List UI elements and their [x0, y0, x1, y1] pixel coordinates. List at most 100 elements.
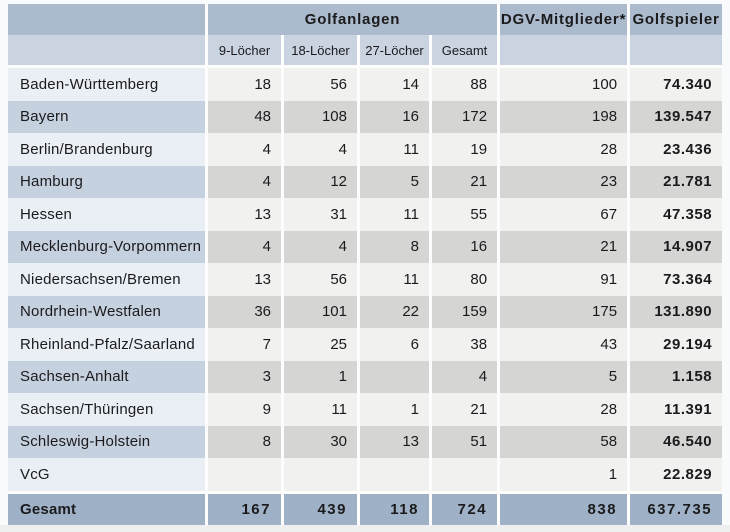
subheader-27-loecher: 27-Löcher: [357, 35, 429, 68]
cell-golfspieler: 22.829: [627, 458, 723, 494]
subheader-empty-golfspieler: [627, 35, 723, 68]
table-row: Sachsen/Thüringen 9 11 1 21 28 11.391: [8, 393, 723, 426]
cell-gesamt: 38: [429, 328, 498, 361]
total-18-loecher: 439: [281, 493, 357, 525]
cell-27-loecher: 1: [357, 393, 429, 426]
cell-9-loecher: 13: [205, 263, 281, 296]
state-label: Sachsen/Thüringen: [8, 393, 205, 426]
cell-27-loecher: 11: [357, 263, 429, 296]
sub-header-row: 9-Löcher 18-Löcher 27-Löcher Gesamt: [8, 35, 723, 68]
subheader-empty-dgv: [497, 35, 628, 68]
cell-27-loecher: 13: [357, 425, 429, 458]
cell-gesamt: 4: [429, 360, 498, 393]
table-row: Nordrhein-Westfalen 36 101 22 159 175 13…: [8, 295, 723, 328]
state-label: Hamburg: [8, 165, 205, 198]
cell-dgv-mitglieder: 91: [497, 263, 628, 296]
bottom-margin-strip: [0, 525, 730, 532]
cell-dgv-mitglieder: 28: [497, 133, 628, 166]
table-row: Bayern 48 108 16 172 198 139.547: [8, 100, 723, 133]
cell-golfspieler: 14.907: [627, 230, 723, 263]
cell-18-loecher: [281, 458, 357, 494]
table-head: Golfanlagen DGV-Mitglieder* Golfspieler …: [8, 4, 723, 68]
cell-gesamt: 21: [429, 393, 498, 426]
subheader-empty-state: [8, 35, 205, 68]
cell-18-loecher: 4: [281, 230, 357, 263]
cell-golfspieler: 47.358: [627, 198, 723, 231]
cell-9-loecher: 8: [205, 425, 281, 458]
cell-dgv-mitglieder: 21: [497, 230, 628, 263]
cell-18-loecher: 30: [281, 425, 357, 458]
cell-gesamt: 19: [429, 133, 498, 166]
cell-18-loecher: 4: [281, 133, 357, 166]
state-label: Baden-Württemberg: [8, 68, 205, 101]
corner-cell-empty: [8, 4, 205, 35]
table-row: Hessen 13 31 11 55 67 47.358: [8, 198, 723, 231]
table-foot: Gesamt 167 439 118 724 838 637.735: [8, 493, 723, 525]
total-label: Gesamt: [8, 493, 205, 525]
state-label: Rheinland-Pfalz/Saarland: [8, 328, 205, 361]
table-row: Schleswig-Holstein 8 30 13 51 58 46.540: [8, 425, 723, 458]
cell-18-loecher: 101: [281, 295, 357, 328]
state-label: Bayern: [8, 100, 205, 133]
total-row: Gesamt 167 439 118 724 838 637.735: [8, 493, 723, 525]
cell-dgv-mitglieder: 100: [497, 68, 628, 101]
cell-27-loecher: 14: [357, 68, 429, 101]
group-header-row: Golfanlagen DGV-Mitglieder* Golfspieler: [8, 4, 723, 35]
total-9-loecher: 167: [205, 493, 281, 525]
cell-27-loecher: 6: [357, 328, 429, 361]
state-label: Hessen: [8, 198, 205, 231]
cell-18-loecher: 108: [281, 100, 357, 133]
cell-gesamt: 16: [429, 230, 498, 263]
subheader-9-loecher: 9-Löcher: [205, 35, 281, 68]
column-group-golfanlagen: Golfanlagen: [205, 4, 498, 35]
state-label: Sachsen-Anhalt: [8, 360, 205, 393]
cell-18-loecher: 56: [281, 68, 357, 101]
state-label: Schleswig-Holstein: [8, 425, 205, 458]
cell-dgv-mitglieder: 175: [497, 295, 628, 328]
cell-dgv-mitglieder: 67: [497, 198, 628, 231]
column-header-golfspieler: Golfspieler: [627, 4, 723, 35]
cell-gesamt: 159: [429, 295, 498, 328]
table-row: Niedersachsen/Bremen 13 56 11 80 91 73.3…: [8, 263, 723, 296]
cell-9-loecher: 18: [205, 68, 281, 101]
state-label: Nordrhein-Westfalen: [8, 295, 205, 328]
cell-golfspieler: 29.194: [627, 328, 723, 361]
cell-dgv-mitglieder: 28: [497, 393, 628, 426]
cell-27-loecher: 22: [357, 295, 429, 328]
cell-golfspieler: 46.540: [627, 425, 723, 458]
column-header-dgv-mitglieder: DGV-Mitglieder*: [497, 4, 628, 35]
cell-gesamt: [429, 458, 498, 494]
total-27-loecher: 118: [357, 493, 429, 525]
cell-gesamt: 55: [429, 198, 498, 231]
state-label: VcG: [8, 458, 205, 494]
cell-18-loecher: 12: [281, 165, 357, 198]
state-label: Berlin/Brandenburg: [8, 133, 205, 166]
total-golfspieler: 637.735: [627, 493, 723, 525]
cell-golfspieler: 74.340: [627, 68, 723, 101]
cell-dgv-mitglieder: 198: [497, 100, 628, 133]
cell-gesamt: 21: [429, 165, 498, 198]
cell-golfspieler: 1.158: [627, 360, 723, 393]
total-gesamt: 724: [429, 493, 498, 525]
cell-9-loecher: 4: [205, 165, 281, 198]
cell-dgv-mitglieder: 1: [497, 458, 628, 494]
cell-gesamt: 88: [429, 68, 498, 101]
subheader-18-loecher: 18-Löcher: [281, 35, 357, 68]
total-dgv-mitglieder: 838: [497, 493, 628, 525]
cell-18-loecher: 25: [281, 328, 357, 361]
cell-27-loecher: 5: [357, 165, 429, 198]
cell-9-loecher: 13: [205, 198, 281, 231]
cell-9-loecher: 36: [205, 295, 281, 328]
table-row: Berlin/Brandenburg 4 4 11 19 28 23.436: [8, 133, 723, 166]
cell-27-loecher: 16: [357, 100, 429, 133]
table-row: Hamburg 4 12 5 21 23 21.781: [8, 165, 723, 198]
cell-27-loecher: [357, 360, 429, 393]
cell-9-loecher: 3: [205, 360, 281, 393]
cell-18-loecher: 1: [281, 360, 357, 393]
golf-statistics-table: Golfanlagen DGV-Mitglieder* Golfspieler …: [8, 4, 723, 525]
table-row: VcG 1 22.829: [8, 458, 723, 494]
cell-9-loecher: 7: [205, 328, 281, 361]
cell-golfspieler: 11.391: [627, 393, 723, 426]
cell-27-loecher: 11: [357, 198, 429, 231]
cell-27-loecher: [357, 458, 429, 494]
